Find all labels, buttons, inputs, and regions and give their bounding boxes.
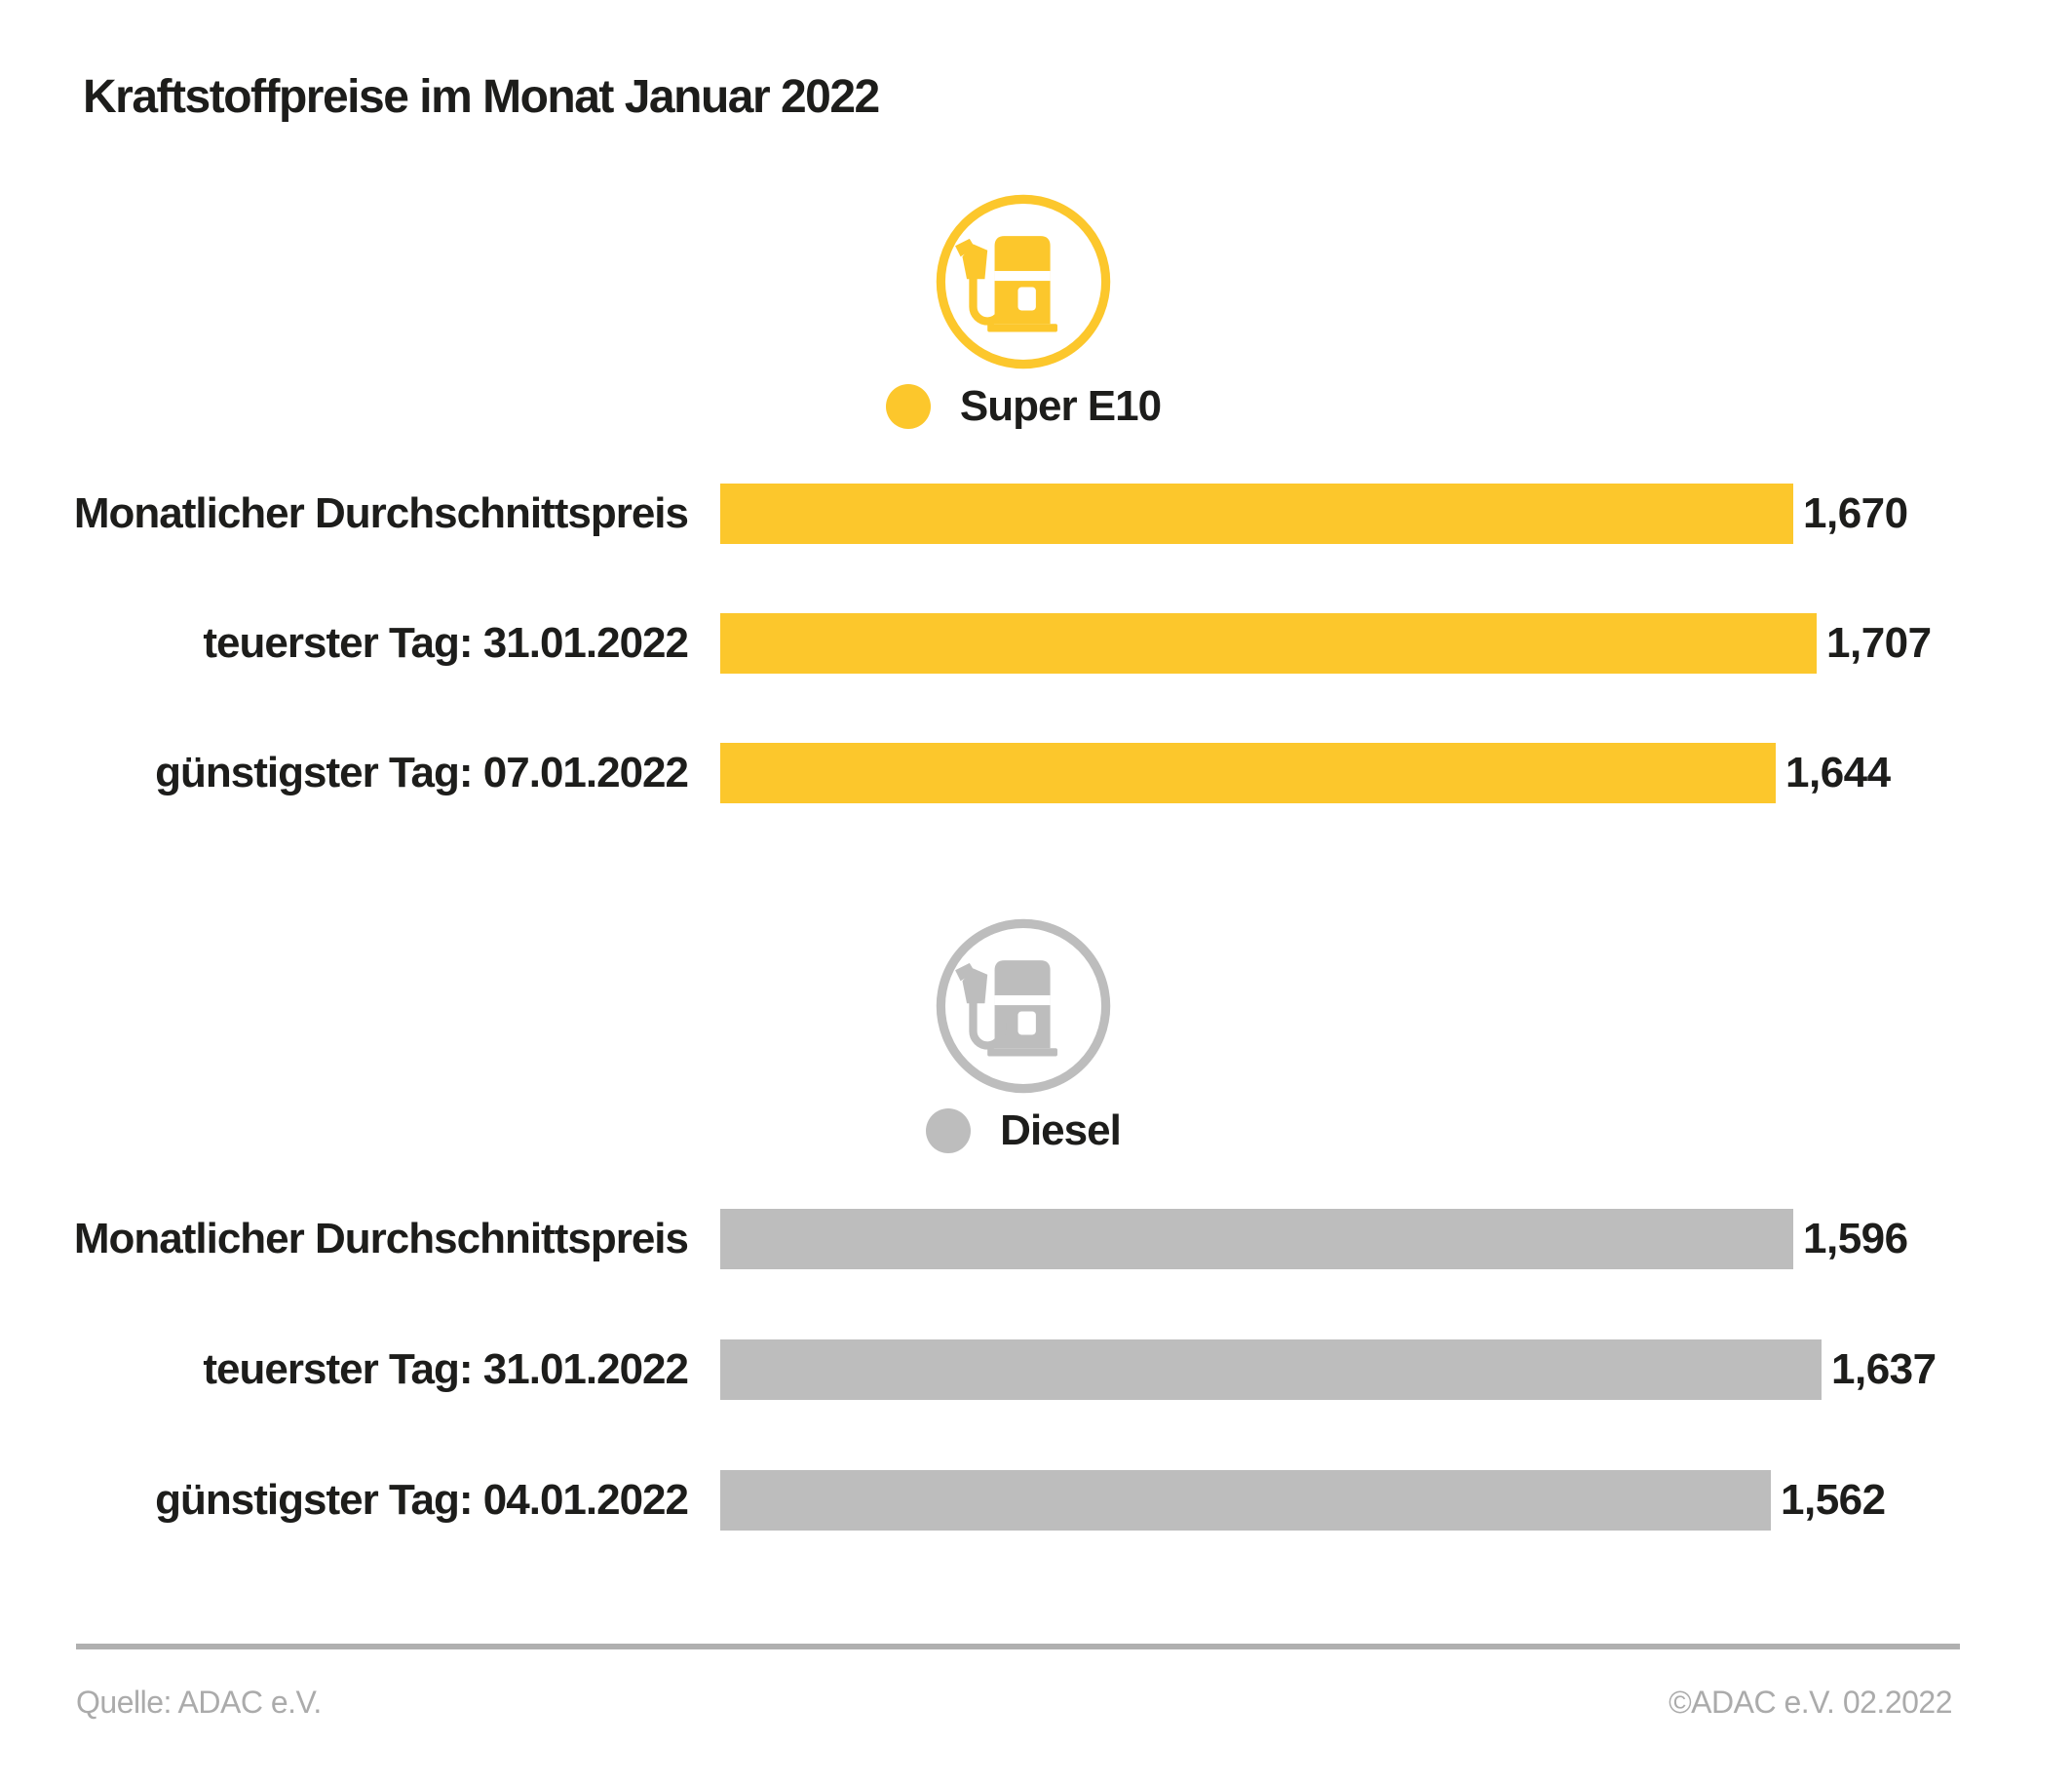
value-label: 1,637	[1831, 1345, 1937, 1393]
source-text: Quelle: ADAC e.V.	[76, 1685, 322, 1720]
legend-super-e10: Super E10	[0, 382, 2047, 430]
super-e10-fuel-pump-icon	[934, 192, 1113, 371]
bar-row-super-min: günstigster Tag: 07.01.2022 1,644	[0, 743, 2072, 803]
bar-row-super-average: Monatlicher Durchschnittspreis 1,670	[0, 484, 2072, 544]
legend-dot-diesel	[926, 1108, 972, 1153]
bar-track: 1,670	[720, 484, 2072, 544]
bar-diesel-min	[720, 1470, 1771, 1531]
row-label: günstigster Tag: 04.01.2022	[155, 1476, 689, 1524]
row-label: günstigster Tag: 07.01.2022	[155, 749, 689, 796]
bar-diesel-max	[720, 1339, 1822, 1400]
row-label: Monatlicher Durchschnittspreis	[73, 1215, 689, 1262]
value-label: 1,644	[1785, 749, 1891, 796]
fuel-pump-icon	[936, 194, 1111, 369]
bar-track: 1,596	[720, 1209, 2072, 1269]
row-label: teuerster Tag: 31.01.2022	[203, 619, 689, 667]
bar-track: 1,644	[720, 743, 2072, 803]
legend-diesel: Diesel	[0, 1106, 2047, 1154]
bar-super-average	[720, 484, 1793, 544]
bar-row-diesel-average: Monatlicher Durchschnittspreis 1,596	[0, 1209, 2072, 1269]
bar-diesel-average	[720, 1209, 1793, 1269]
value-label: 1,670	[1803, 489, 1908, 537]
value-label: 1,596	[1803, 1215, 1908, 1262]
bar-row-diesel-max: teuerster Tag: 31.01.2022 1,637	[0, 1339, 2072, 1400]
legend-label-diesel: Diesel	[1000, 1106, 1122, 1154]
bar-super-min	[720, 743, 1776, 803]
bar-super-max	[720, 613, 1817, 674]
bar-track: 1,707	[720, 613, 2072, 674]
value-label: 1,707	[1826, 619, 1932, 667]
bar-row-diesel-min: günstigster Tag: 04.01.2022 1,562	[0, 1470, 2072, 1531]
legend-dot-super-e10	[885, 384, 931, 429]
value-label: 1,562	[1781, 1476, 1886, 1524]
row-label: Monatlicher Durchschnittspreis	[73, 489, 689, 537]
bar-row-super-max: teuerster Tag: 31.01.2022 1,707	[0, 613, 2072, 674]
footer-divider	[76, 1644, 1960, 1649]
bar-track: 1,562	[720, 1470, 2072, 1531]
copyright-text: ©ADAC e.V. 02.2022	[1669, 1685, 1952, 1720]
page-title: Kraftstoffpreise im Monat Januar 2022	[83, 71, 880, 123]
row-label: teuerster Tag: 31.01.2022	[203, 1345, 689, 1393]
fuel-pump-icon	[936, 918, 1111, 1094]
diesel-fuel-pump-icon	[934, 916, 1113, 1096]
legend-label-super-e10: Super E10	[959, 382, 1162, 430]
bar-track: 1,637	[720, 1339, 2072, 1400]
